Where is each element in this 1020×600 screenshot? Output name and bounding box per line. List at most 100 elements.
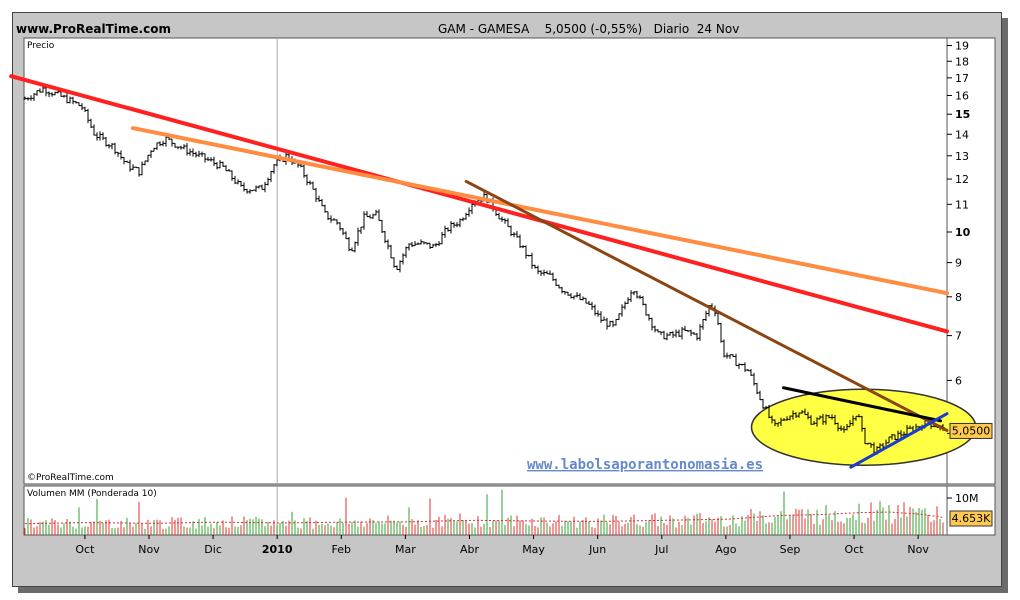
candle	[263, 181, 267, 193]
candle	[656, 329, 660, 333]
candle	[791, 410, 795, 420]
candle	[392, 257, 396, 268]
candle	[866, 442, 870, 445]
candle	[632, 291, 636, 296]
candle	[155, 142, 159, 150]
trendline-2	[464, 179, 949, 432]
candle	[605, 317, 609, 330]
x-tick-label-6: Abr	[460, 543, 480, 556]
y-tick-label-15: 15	[955, 108, 970, 121]
candle	[650, 317, 654, 331]
candle	[116, 151, 120, 157]
candle	[377, 209, 381, 221]
x-tick-label-11: Sep	[780, 543, 801, 556]
candle	[575, 292, 579, 298]
candle	[131, 164, 135, 171]
volume-plot-area	[23, 485, 948, 536]
x-tick-label-8: Jun	[588, 543, 606, 556]
last-volume-badge	[949, 510, 993, 527]
y-tick-label-8: 8	[955, 291, 962, 304]
candle	[449, 221, 453, 234]
candle	[719, 322, 723, 343]
candle	[614, 318, 618, 326]
candle	[506, 218, 510, 228]
candle	[272, 164, 276, 174]
candle	[749, 369, 753, 377]
candle	[443, 225, 447, 238]
candle	[89, 118, 93, 128]
y-tick-label-17: 17	[955, 72, 969, 85]
candle	[503, 218, 507, 224]
candle	[518, 234, 522, 248]
candle	[845, 424, 849, 431]
candle	[383, 230, 387, 244]
candle	[587, 300, 591, 305]
volume-bars	[24, 489, 944, 535]
candle	[620, 304, 624, 317]
candle	[53, 91, 57, 96]
candle	[626, 297, 630, 304]
candle	[113, 142, 117, 155]
candle	[554, 278, 558, 287]
candle	[233, 175, 237, 185]
candle	[176, 146, 180, 150]
candle	[677, 329, 681, 338]
candle	[728, 354, 732, 359]
candle	[137, 167, 141, 177]
candle	[62, 94, 66, 98]
candle	[839, 425, 843, 431]
candle	[320, 198, 324, 207]
candle	[161, 140, 165, 147]
candle	[374, 209, 378, 216]
y-tick-label-10: 10	[955, 226, 971, 239]
candle	[65, 92, 69, 104]
copyright-label: ©ProRealTime.com	[27, 473, 114, 483]
candle	[470, 203, 474, 215]
candle	[422, 241, 426, 245]
candle	[602, 316, 606, 321]
candle	[662, 330, 666, 340]
candle	[533, 264, 537, 269]
candle	[386, 239, 390, 250]
candle	[767, 404, 771, 419]
candle	[770, 415, 774, 424]
y-tick-label-14: 14	[955, 128, 969, 141]
candle	[356, 227, 360, 246]
candle	[905, 424, 909, 435]
candle	[743, 362, 747, 372]
candle	[617, 313, 621, 320]
candle	[674, 329, 678, 338]
watermark-link[interactable]: www.labolsaporantonomasia.es	[527, 457, 763, 473]
candle	[224, 165, 228, 172]
x-axis: Oct Nov Dic 2010 Feb Mar Abr May Jun Jul Ago Sep Oct…	[75, 535, 929, 556]
candle	[329, 215, 333, 223]
candle	[197, 150, 201, 158]
x-tick-label-4: Feb	[332, 543, 351, 556]
y-tick-label-9: 9	[955, 257, 962, 270]
candle	[266, 177, 270, 186]
candle	[314, 187, 318, 203]
candle	[248, 189, 252, 194]
candle	[521, 245, 525, 249]
candle	[635, 290, 639, 299]
candle	[500, 216, 504, 222]
candle	[242, 182, 246, 192]
candle	[200, 151, 204, 157]
candle	[317, 195, 321, 203]
candle	[140, 161, 144, 176]
candle	[668, 331, 672, 336]
candle	[788, 415, 792, 421]
candle	[824, 414, 828, 425]
trendline-4	[849, 412, 949, 469]
candle	[689, 329, 693, 337]
candle	[227, 168, 231, 172]
volume-panel-label: Volumen MM (Ponderada 10)	[27, 489, 157, 499]
candle	[683, 325, 687, 332]
candle	[524, 245, 528, 259]
candle	[236, 179, 240, 185]
candle	[746, 369, 750, 372]
x-tick-label-12: Oct	[845, 543, 865, 556]
candle	[857, 414, 861, 418]
candle	[596, 310, 600, 317]
